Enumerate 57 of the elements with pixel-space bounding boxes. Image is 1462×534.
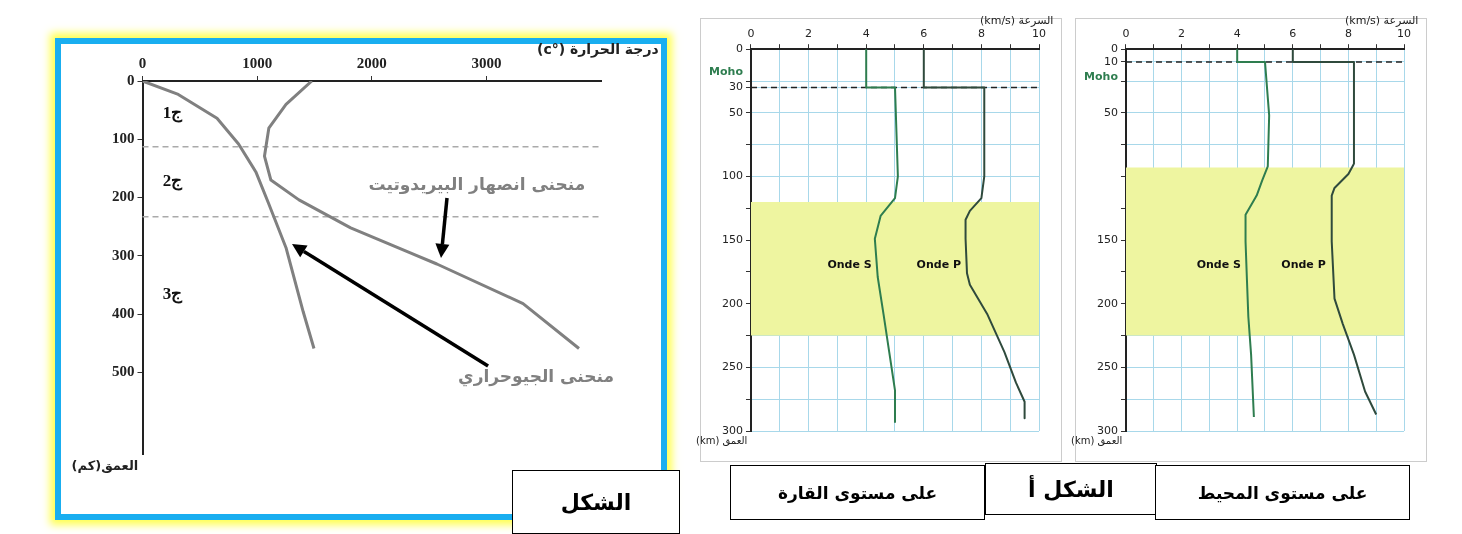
text: الشكل — [512, 470, 680, 534]
y-tick-label: 200 — [722, 296, 743, 310]
text: على مستوى القارة — [730, 465, 985, 520]
x-tick-label: 0 — [138, 54, 147, 71]
x-tick-label: 2 — [805, 27, 813, 41]
ref-line-label: Moho — [709, 65, 744, 79]
text: الشكل أ — [985, 463, 1157, 515]
x-tick-label: 10 — [1397, 27, 1411, 41]
y-tick-label: 0 — [736, 42, 743, 56]
y-tick-label: 250 — [1097, 360, 1118, 374]
x-tick-label: 2000 — [356, 54, 387, 71]
y-tick-label: 50 — [1104, 105, 1118, 119]
y-tick-label: 0 — [127, 71, 135, 88]
y-tick-label: 300 — [112, 246, 135, 263]
text: منحنى انصهار البيريدوتيت — [368, 174, 586, 196]
y-tick-label: 400 — [112, 305, 135, 321]
x-axis-title: درجة الحرارة (°c) — [537, 41, 659, 57]
annotation: ج2 — [162, 171, 184, 192]
x-tick-label: 6 — [920, 27, 928, 41]
series-label: Onde S — [827, 258, 872, 272]
y-tick-label: 250 — [722, 360, 743, 374]
y-tick-label: 200 — [1097, 296, 1118, 310]
y-tick-label: 300 — [1097, 423, 1118, 437]
x-tick-label: 4 — [1233, 27, 1241, 41]
series-label: Onde P — [916, 258, 961, 272]
x-tick-label: 10 — [1032, 27, 1046, 41]
ref-line-label: Moho — [1084, 69, 1119, 83]
y-tick-label: 100 — [722, 169, 743, 183]
text: على مستوى المحيط — [1155, 465, 1410, 520]
y-tick-label: 50 — [729, 105, 743, 119]
x-tick-label: 2 — [1178, 27, 1186, 41]
x-tick-label: 1000 — [242, 54, 273, 71]
text: منحنى الجيوحراري — [458, 366, 614, 388]
x-tick-label: 4 — [862, 27, 870, 41]
y-tick-label: 500 — [112, 363, 135, 380]
x-axis-title: السرعة (km/s) — [1345, 14, 1419, 28]
y-axis-title: العمق(كم) — [71, 458, 139, 473]
annotation: ج3 — [162, 283, 184, 304]
y-tick-label: 150 — [722, 232, 743, 246]
y-tick-label: 0 — [1111, 42, 1118, 56]
x-axis-title: السرعة (km/s) — [980, 14, 1054, 28]
x-tick-label: 0 — [1122, 27, 1130, 41]
x-tick-label: 3000 — [471, 54, 502, 71]
y-tick-label: 200 — [112, 188, 135, 205]
y-tick-label: 150 — [1097, 232, 1118, 246]
x-tick-label: 0 — [747, 27, 755, 41]
x-tick-label: 8 — [1344, 27, 1352, 41]
annotation: ج1 — [162, 103, 184, 124]
series-label: Onde S — [1196, 258, 1241, 272]
x-tick-label: 6 — [1289, 27, 1297, 41]
y-tick-label: 300 — [722, 423, 743, 437]
y-axis-title: العمق (km) — [695, 435, 748, 446]
y-axis-title: العمق (km) — [1070, 435, 1123, 446]
y-tick-label: 100 — [112, 130, 135, 147]
y-tick-label: 30 — [729, 80, 743, 94]
series-label: Onde P — [1281, 258, 1326, 272]
x-tick-label: 8 — [977, 27, 985, 41]
